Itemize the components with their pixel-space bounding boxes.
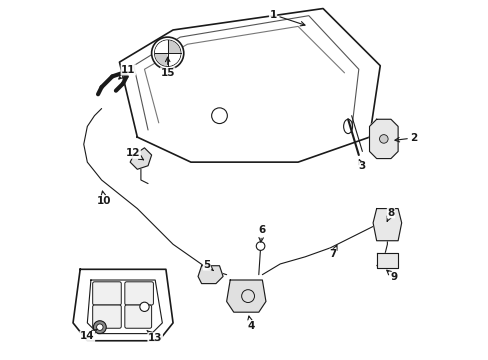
FancyBboxPatch shape [124, 282, 153, 305]
Text: 11: 11 [119, 65, 135, 79]
Text: 1: 1 [269, 10, 305, 26]
Text: 14: 14 [80, 329, 97, 342]
Circle shape [140, 302, 149, 311]
Wedge shape [155, 53, 167, 66]
Wedge shape [155, 40, 167, 53]
Polygon shape [372, 208, 401, 241]
Text: 13: 13 [146, 330, 162, 343]
Text: 15: 15 [160, 57, 175, 78]
Circle shape [379, 135, 387, 143]
Wedge shape [167, 53, 180, 66]
Polygon shape [369, 119, 397, 158]
Circle shape [97, 324, 103, 330]
Text: 12: 12 [125, 148, 143, 160]
Wedge shape [167, 40, 180, 53]
Polygon shape [73, 269, 173, 341]
Circle shape [151, 37, 183, 69]
Polygon shape [226, 280, 265, 312]
Text: 7: 7 [329, 246, 337, 259]
Circle shape [93, 321, 106, 334]
Text: 2: 2 [394, 133, 417, 143]
Polygon shape [130, 148, 151, 169]
Circle shape [256, 242, 264, 250]
Text: 9: 9 [386, 270, 397, 282]
Text: 5: 5 [203, 260, 213, 271]
FancyBboxPatch shape [124, 305, 151, 328]
Polygon shape [198, 266, 223, 284]
Text: 3: 3 [358, 160, 365, 171]
Text: 4: 4 [247, 316, 254, 331]
Text: 8: 8 [386, 208, 394, 221]
Text: 6: 6 [258, 225, 264, 242]
Text: 10: 10 [97, 191, 111, 206]
Polygon shape [119, 9, 380, 162]
Polygon shape [376, 253, 397, 267]
FancyBboxPatch shape [93, 282, 121, 305]
FancyBboxPatch shape [93, 305, 121, 328]
